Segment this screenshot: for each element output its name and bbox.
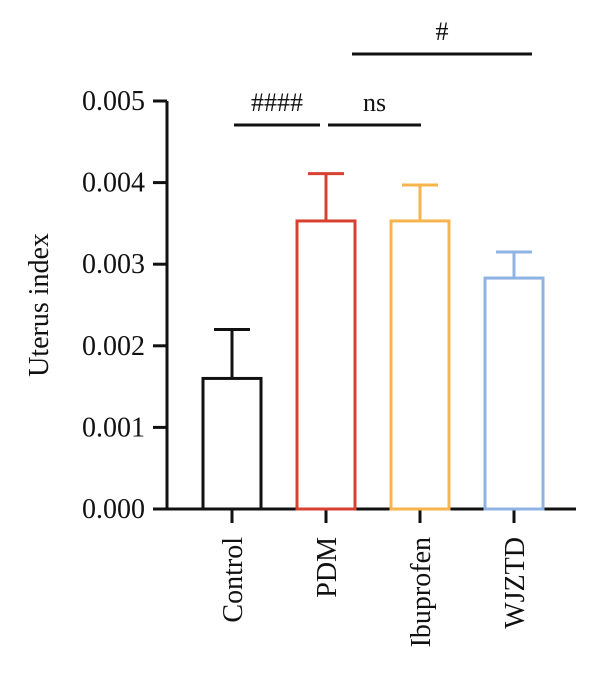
significance-group: #### ns # [234, 17, 532, 127]
significance-label: ns [363, 88, 386, 117]
significance-label: # [436, 17, 449, 46]
y-tick-label: 0.004 [82, 168, 145, 199]
bar-wjztd [483, 276, 545, 511]
y-tick-label: 0.005 [82, 86, 145, 117]
x-tick-label: WJZTD [500, 537, 531, 629]
x-tick-label: PDM [312, 537, 343, 598]
y-tick-label: 0.003 [82, 249, 145, 280]
x-tick-label: Control [218, 537, 249, 623]
y-tick-label: 0.000 [82, 494, 145, 525]
y-axis-label: Uterus index [24, 233, 55, 377]
bars-group [201, 172, 545, 511]
x-axis: Control PDM Ibuprofen WJZTD [167, 507, 576, 647]
y-axis: 0.000 0.001 0.002 0.003 0.004 0.005 [82, 86, 169, 525]
y-tick-label: 0.002 [82, 331, 145, 362]
y-tick-label: 0.001 [82, 412, 145, 443]
significance-label: #### [251, 88, 303, 117]
x-tick-label: Ibuprofen [406, 537, 437, 647]
bar-pdm [295, 219, 357, 511]
bar-ibuprofen [389, 219, 451, 511]
bar-control [201, 376, 263, 511]
